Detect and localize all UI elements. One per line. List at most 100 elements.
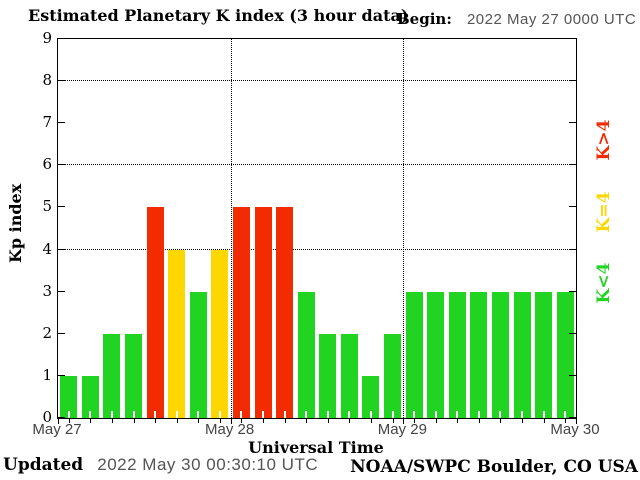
kp-bar	[125, 333, 143, 418]
x-minor-tick-white	[326, 411, 329, 418]
x-minor-tick-white	[542, 411, 545, 418]
x-minor-tick-white	[413, 411, 416, 418]
begin-value: 2022 May 27 0000 UTC	[466, 11, 637, 28]
x-day-label: May 27	[32, 421, 82, 438]
updated-value: 2022 May 30 00:30:10 UTC	[97, 455, 319, 474]
kp-bar	[362, 375, 380, 418]
y-tick-label: 1	[42, 365, 52, 384]
y-tick-right	[569, 122, 576, 124]
y-tick-right	[569, 290, 576, 292]
kp-bar	[103, 333, 121, 418]
x-minor-tick-white	[348, 411, 351, 418]
x-minor-tick	[111, 419, 113, 423]
kp-bar	[276, 207, 294, 418]
y-tick-left	[58, 122, 65, 124]
kp-bar	[81, 375, 99, 418]
x-minor-tick-white	[305, 411, 308, 418]
begin-row: Begin: 2022 May 27 0000 UTC	[397, 9, 636, 28]
y-tick-label: 7	[42, 113, 52, 132]
x-day-tick	[403, 419, 405, 424]
kp-bar	[470, 291, 488, 418]
kp-bar	[384, 333, 402, 418]
kp-bar	[297, 291, 315, 418]
x-minor-tick-white	[154, 411, 157, 418]
y-tick-right	[569, 164, 576, 166]
day-boundary-line	[230, 39, 232, 418]
x-day-label: May 30	[550, 421, 600, 438]
x-minor-tick	[133, 419, 135, 423]
y-tick-label: 4	[42, 239, 52, 258]
y-tick-left	[58, 374, 65, 376]
legend-label-k-gt-4: K>4	[594, 119, 614, 161]
x-minor-tick-white	[218, 411, 221, 418]
y-tick-left	[58, 164, 65, 166]
updated-label: Updated	[3, 455, 84, 475]
x-minor-tick	[241, 419, 243, 423]
x-minor-tick-white	[89, 411, 92, 418]
y-tick-left	[58, 248, 65, 250]
kp-bar	[211, 249, 229, 418]
x-minor-tick	[414, 419, 416, 423]
kp-bar	[254, 207, 272, 418]
x-axis-label: Universal Time	[248, 438, 384, 457]
day-boundary-line	[403, 39, 405, 418]
x-day-label: May 29	[377, 421, 427, 438]
kp-bar	[491, 291, 509, 418]
y-tick-right	[569, 38, 576, 39]
y-tick-label: 3	[42, 281, 52, 300]
x-day-tick	[230, 419, 232, 424]
x-minor-tick	[327, 419, 329, 423]
x-minor-tick	[198, 419, 200, 423]
kp-bar	[405, 291, 423, 418]
x-minor-tick	[522, 419, 524, 423]
chart-title: Estimated Planetary K index (3 hour data…	[28, 6, 409, 25]
y-tick-left	[58, 417, 65, 418]
x-minor-tick	[543, 419, 545, 423]
kp-bar	[556, 291, 574, 418]
x-minor-tick	[392, 419, 394, 423]
y-tick-left	[58, 206, 65, 208]
y-tick-label: 0	[42, 408, 52, 426]
x-minor-tick	[90, 419, 92, 423]
x-minor-tick-white	[240, 411, 243, 418]
y-tick-left	[58, 290, 65, 292]
y-tick-right	[569, 80, 576, 82]
x-minor-tick-white	[564, 411, 567, 418]
x-minor-tick	[176, 419, 178, 423]
x-minor-tick-white	[197, 411, 200, 418]
legend-label-k-lt-4: K<4	[594, 262, 614, 304]
kp-bar	[60, 375, 78, 418]
x-minor-tick	[263, 419, 265, 423]
x-minor-tick-white	[391, 411, 394, 418]
x-minor-tick-white	[499, 411, 502, 418]
x-minor-tick-white	[175, 411, 178, 418]
kp-bar	[535, 291, 553, 418]
x-minor-tick-white	[434, 411, 437, 418]
x-minor-tick	[478, 419, 480, 423]
x-minor-tick-white	[132, 411, 135, 418]
y-tick-label: 6	[42, 155, 52, 174]
x-minor-tick	[349, 419, 351, 423]
kp-bar	[513, 291, 531, 418]
y-tick-label: 9	[42, 29, 52, 47]
kp-bar	[232, 207, 250, 418]
y-tick-right	[569, 374, 576, 376]
x-minor-tick-white	[283, 411, 286, 418]
kp-bar	[168, 249, 186, 418]
x-minor-tick-white	[521, 411, 524, 418]
begin-label: Begin:	[397, 10, 452, 28]
x-day-tick	[58, 419, 59, 424]
kp-bar	[427, 291, 445, 418]
updated-row: Updated 2022 May 30 00:30:10 UTC	[3, 455, 318, 475]
gridline-y4	[58, 248, 576, 250]
x-minor-tick-white	[110, 411, 113, 418]
y-tick-left	[58, 38, 65, 39]
kp-bar	[146, 207, 164, 418]
x-minor-tick	[565, 419, 567, 423]
legend-label-k-eq-4: K=4	[594, 191, 614, 233]
y-tick-label: 8	[42, 71, 52, 90]
x-minor-tick-white	[456, 411, 459, 418]
plot-area	[57, 38, 577, 424]
y-axis-label: Kp index	[6, 183, 25, 263]
